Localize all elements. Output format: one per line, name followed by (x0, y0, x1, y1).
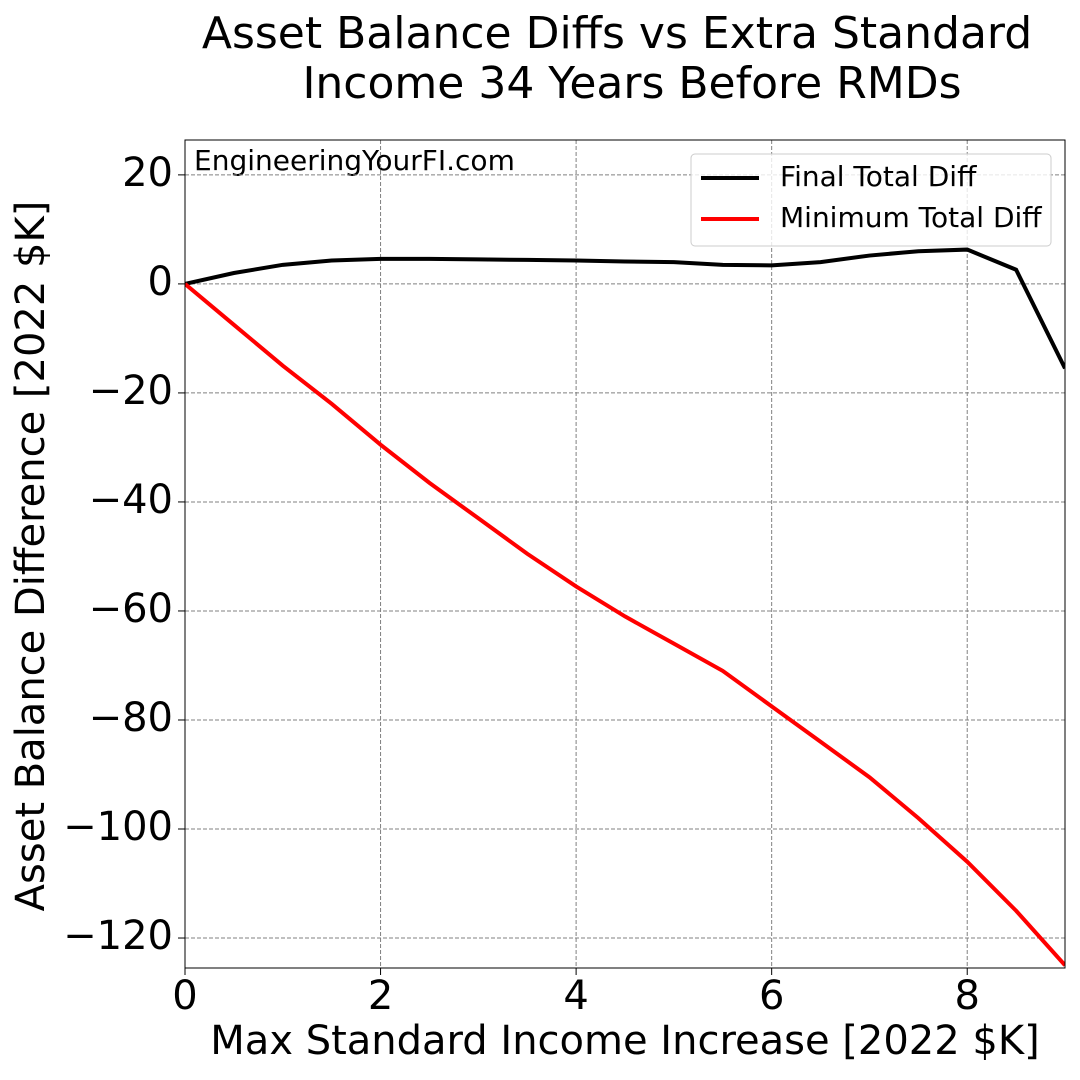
y-tick-label: 20 (122, 150, 173, 196)
x-tick-label: 4 (563, 973, 588, 1019)
y-tick-label: −120 (63, 913, 173, 959)
y-tick-label: −60 (89, 586, 173, 632)
chart-title: Asset Balance Diffs vs Extra Standard (202, 8, 1032, 59)
legend-label: Final Total Diff (780, 160, 977, 193)
chart-title: Income 34 Years Before RMDs (302, 58, 961, 109)
line (185, 247, 1065, 370)
y-tick-label: −80 (89, 695, 173, 741)
y-axis-label: Asset Balance Difference [2022 $K] (8, 201, 54, 912)
x-tick-label: 0 (172, 973, 197, 1019)
y-tick-label: 0 (148, 259, 173, 305)
x-tick-label: 8 (954, 973, 979, 1019)
y-tick-label: −100 (63, 804, 173, 850)
x-tick-label: 6 (759, 973, 784, 1019)
annotation: EngineeringYourFI.com (194, 144, 515, 177)
legend-label: Minimum Total Diff (780, 201, 1042, 234)
line (185, 282, 1065, 967)
x-axis-label: Max Standard Income Increase [2022 $K] (210, 1018, 1039, 1064)
plot-frame (184, 139, 1066, 969)
legend-box (690, 153, 1052, 247)
y-tick-label: −40 (89, 477, 173, 523)
x-tick-label: 2 (368, 973, 393, 1019)
y-tick-label: −20 (89, 368, 173, 414)
